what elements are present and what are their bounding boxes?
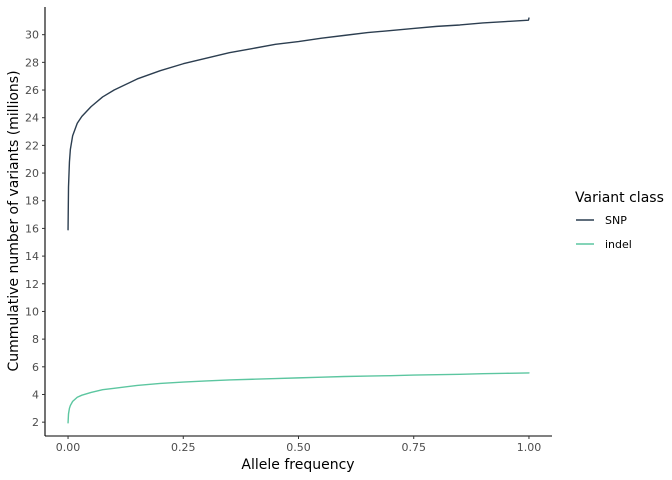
- series-line-snp: [67, 17, 530, 231]
- x-tick-label: 0.00: [56, 441, 81, 454]
- legend-label-indel: indel: [605, 238, 632, 251]
- legend: Variant class SNP indel: [575, 190, 664, 251]
- legend-label-snp: SNP: [605, 214, 627, 227]
- y-tick-label: 28: [25, 56, 39, 69]
- x-tick-label: 0.25: [171, 441, 196, 454]
- x-axis-title: Allele frequency: [241, 457, 354, 473]
- plot-lines: [67, 17, 530, 424]
- x-tick-label: 0.50: [286, 441, 311, 454]
- y-tick-label: 12: [25, 278, 39, 291]
- legend-items: SNP indel: [576, 214, 632, 251]
- y-tick-label: 22: [25, 139, 39, 152]
- y-tick-label: 6: [32, 361, 39, 374]
- y-tick-label: 14: [25, 250, 39, 263]
- legend-title: Variant class: [575, 190, 664, 206]
- y-tick-label: 24: [25, 112, 39, 125]
- y-tick-label: 4: [32, 388, 39, 401]
- series-line-indel: [67, 372, 530, 424]
- y-tick-label: 10: [25, 305, 39, 318]
- y-tick-label: 26: [25, 84, 39, 97]
- y-tick-label: 18: [25, 195, 39, 208]
- y-tick-label: 20: [25, 167, 39, 180]
- x-axis-ticks: 0.00 0.25 0.50 0.75 1.00: [56, 436, 541, 454]
- y-tick-label: 2: [32, 416, 39, 429]
- y-tick-label: 30: [25, 29, 39, 42]
- y-tick-label: 16: [25, 222, 39, 235]
- y-tick-label: 8: [32, 333, 39, 346]
- x-tick-label: 1.00: [517, 441, 542, 454]
- y-axis-title: Cummulative number of variants (millions…: [6, 70, 22, 371]
- x-tick-label: 0.75: [401, 441, 426, 454]
